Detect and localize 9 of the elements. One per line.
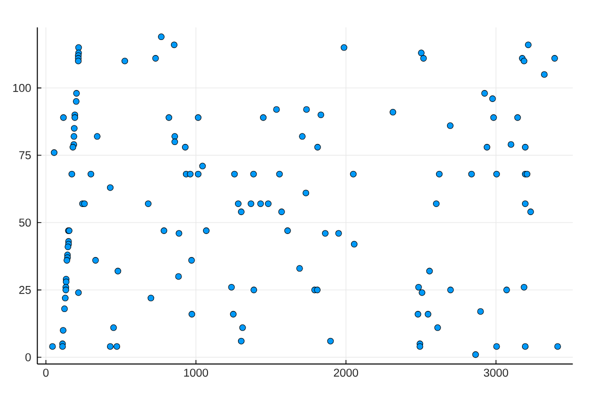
y-tick-label: 75	[19, 151, 31, 160]
x-tick-label: 0	[43, 368, 49, 377]
x-tick-label: 1000	[184, 368, 208, 377]
x-tick-label: 2000	[334, 368, 358, 377]
y-tick-label: 0	[25, 353, 31, 362]
y-tick-label: 100	[13, 84, 31, 92]
y-tick-label: 50	[19, 218, 31, 227]
y-tick-label: 25	[19, 286, 31, 294]
x-tick-label: 3000	[484, 368, 508, 377]
